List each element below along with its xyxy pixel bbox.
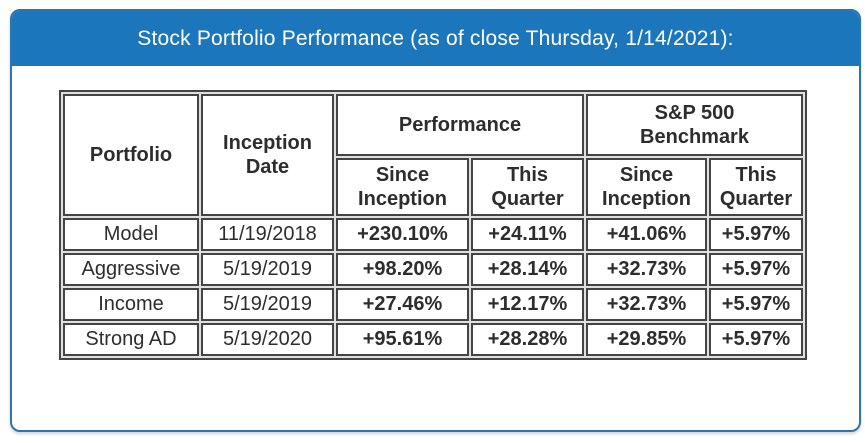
table-row-model: Model 11/19/2018 +230.10% +24.11% +41.06… — [63, 218, 803, 251]
table-row-strong-ad: Strong AD 5/19/2020 +95.61% +28.28% +29.… — [63, 323, 803, 356]
col-group-performance: Performance — [336, 94, 584, 156]
col-header-inception-date: Inception Date — [201, 94, 334, 216]
table-head: Portfolio Inception Date Performance S&P… — [63, 94, 803, 216]
cell-inception-date: 5/19/2020 — [201, 323, 334, 356]
col-header-perf-this-quarter: This Quarter — [471, 158, 584, 216]
cell-perf-this-quarter: +12.17% — [471, 288, 584, 321]
col-group-sp500-benchmark: S&P 500 Benchmark — [586, 94, 803, 156]
cell-perf-this-quarter: +24.11% — [471, 218, 584, 251]
cell-inception-date: 5/19/2019 — [201, 253, 334, 286]
cell-perf-since-inception: +27.46% — [336, 288, 469, 321]
cell-perf-this-quarter: +28.28% — [471, 323, 584, 356]
performance-table: Portfolio Inception Date Performance S&P… — [59, 90, 807, 360]
cell-portfolio: Aggressive — [63, 253, 199, 286]
cell-perf-since-inception: +230.10% — [336, 218, 469, 251]
cell-perf-since-inception: +98.20% — [336, 253, 469, 286]
cell-portfolio: Strong AD — [63, 323, 199, 356]
table-header-row-subcolumns: Since Inception This Quarter Since Incep… — [63, 158, 803, 216]
cell-sp-since-inception: +32.73% — [586, 288, 707, 321]
col-header-sp-since-inception: Since Inception — [586, 158, 707, 216]
table-header-row-groups: Portfolio Inception Date Performance S&P… — [63, 94, 803, 216]
cell-inception-date: 5/19/2019 — [201, 288, 334, 321]
cell-portfolio: Income — [63, 288, 199, 321]
panel-header: Stock Portfolio Performance (as of close… — [12, 11, 859, 66]
col-header-sp-this-quarter: This Quarter — [709, 158, 803, 216]
cell-sp-this-quarter: +5.97% — [709, 323, 803, 356]
cell-sp-this-quarter: +5.97% — [709, 288, 803, 321]
col-header-portfolio: Portfolio — [63, 94, 199, 216]
cell-perf-since-inception: +95.61% — [336, 323, 469, 356]
table-row-aggressive: Aggressive 5/19/2019 +98.20% +28.14% +32… — [63, 253, 803, 286]
page-title: Stock Portfolio Performance (as of close… — [137, 26, 734, 50]
cell-sp-since-inception: +32.73% — [586, 253, 707, 286]
cell-perf-this-quarter: +28.14% — [471, 253, 584, 286]
table-body: Model 11/19/2018 +230.10% +24.11% +41.06… — [63, 218, 803, 356]
table-row-income: Income 5/19/2019 +27.46% +12.17% +32.73%… — [63, 288, 803, 321]
cell-inception-date: 11/19/2018 — [201, 218, 334, 251]
cell-sp-this-quarter: +5.97% — [709, 218, 803, 251]
cell-sp-since-inception: +29.85% — [586, 323, 707, 356]
col-header-perf-since-inception: Since Inception — [336, 158, 469, 216]
portfolio-performance-panel: Stock Portfolio Performance (as of close… — [10, 9, 861, 432]
cell-sp-this-quarter: +5.97% — [709, 253, 803, 286]
cell-sp-since-inception: +41.06% — [586, 218, 707, 251]
cell-portfolio: Model — [63, 218, 199, 251]
panel-body: Portfolio Inception Date Performance S&P… — [12, 66, 859, 360]
